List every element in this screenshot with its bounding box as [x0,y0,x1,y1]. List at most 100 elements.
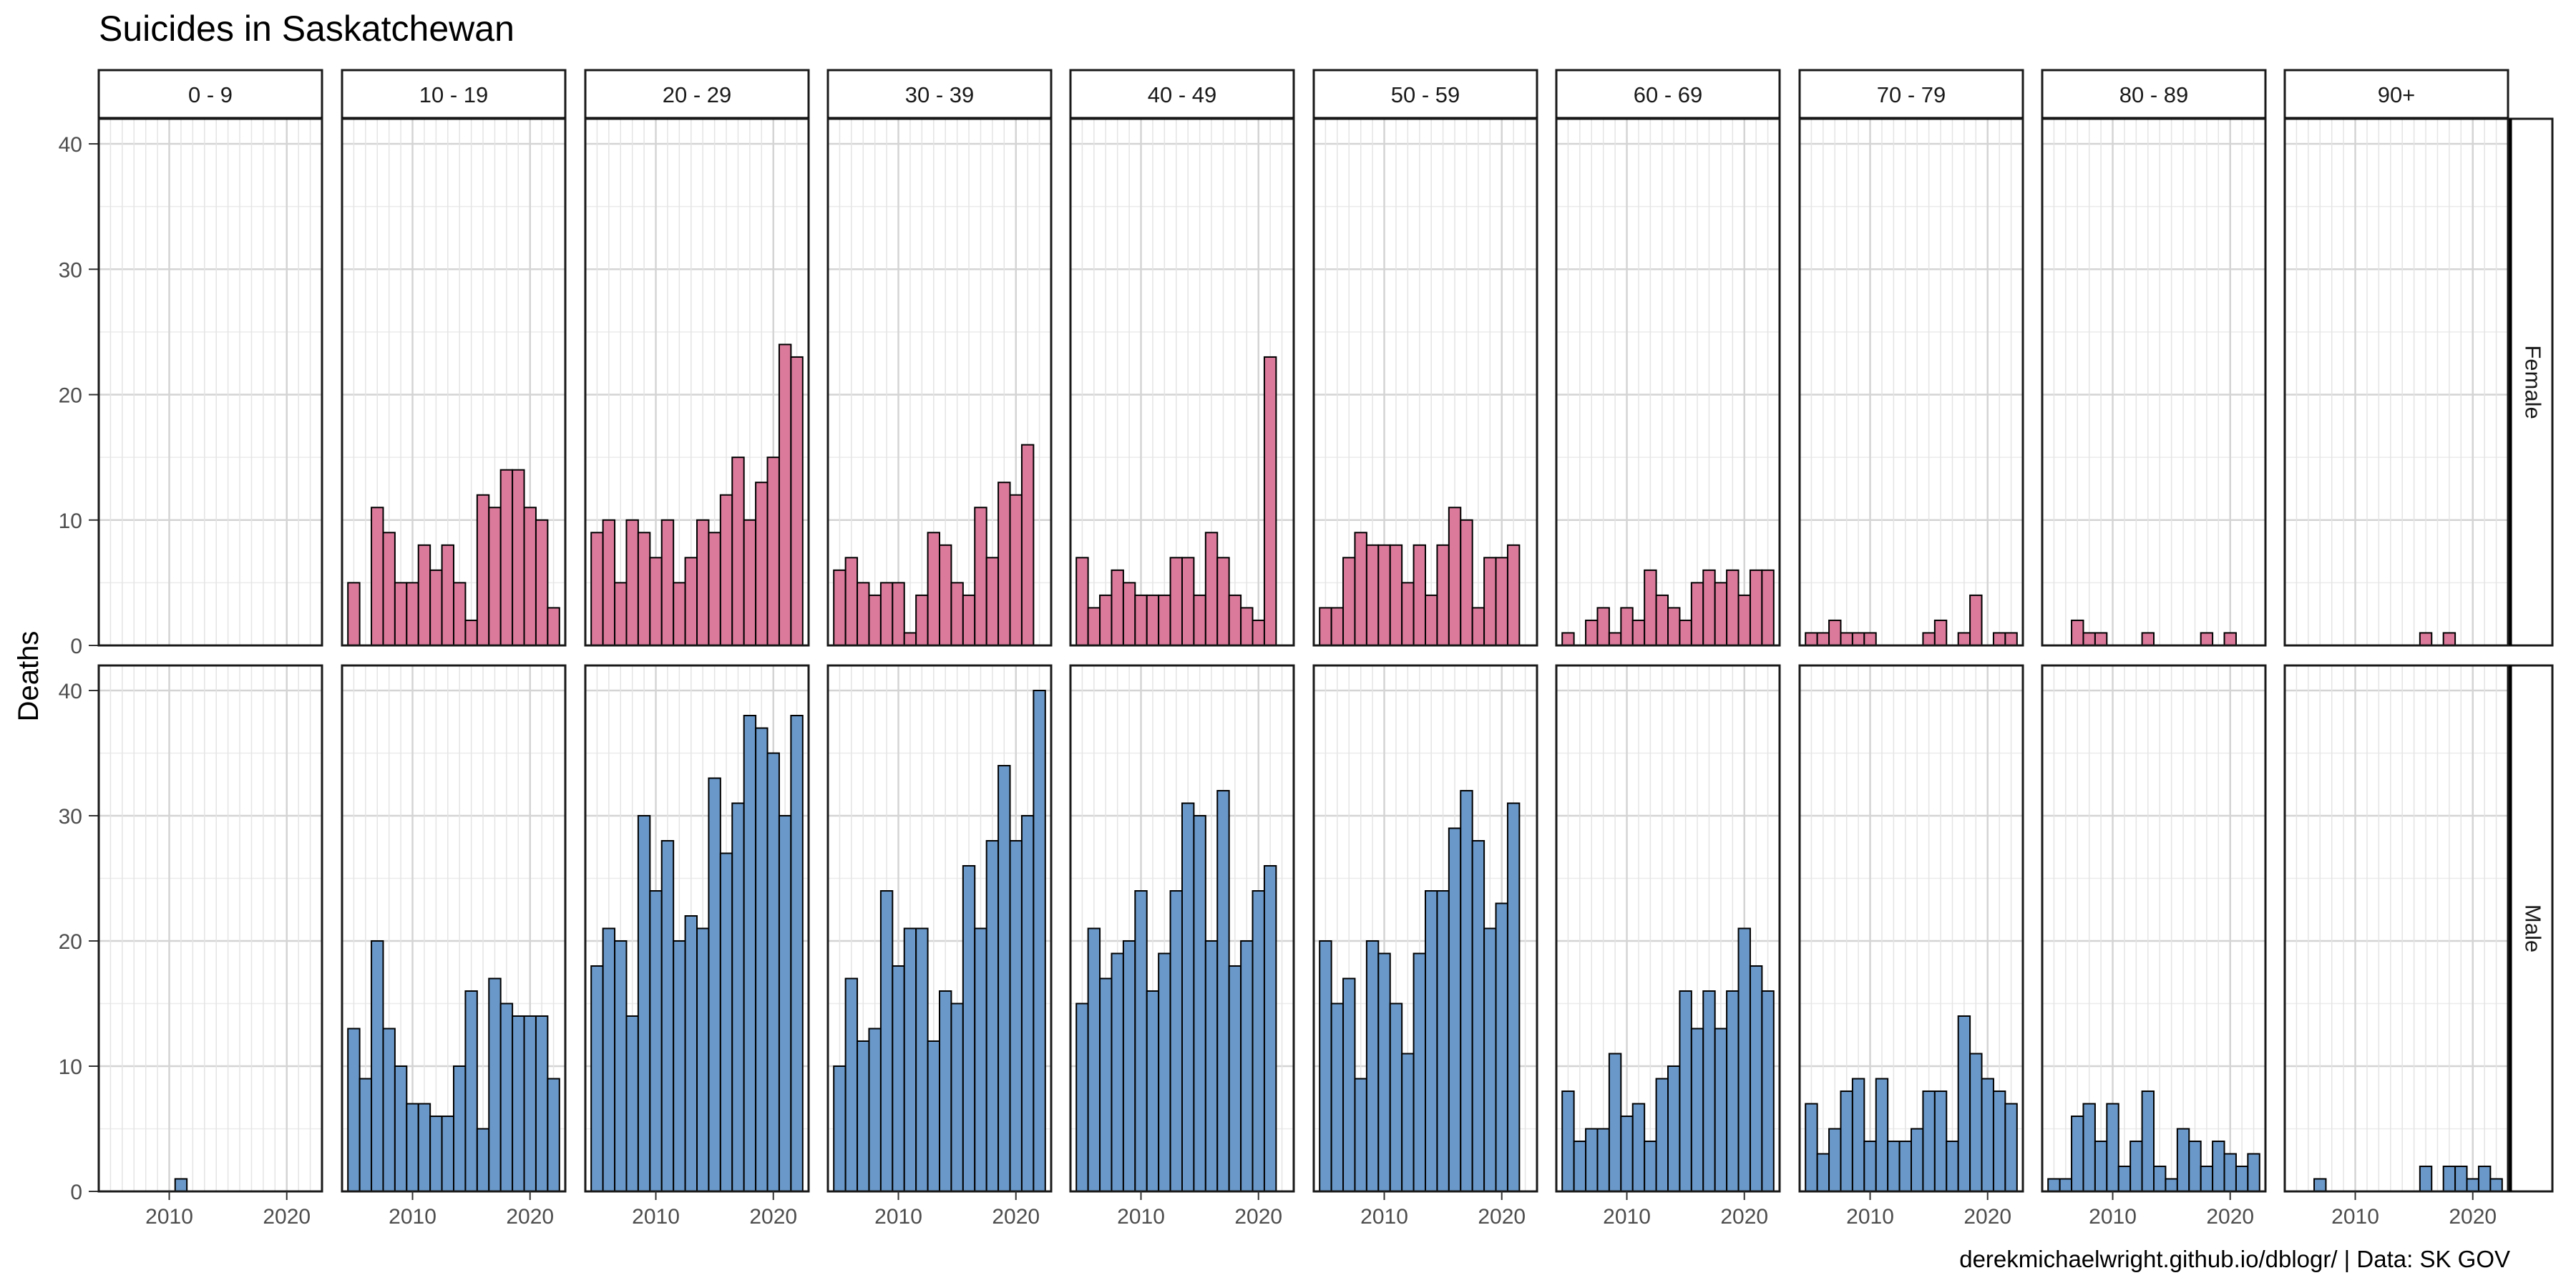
bar [1922,1091,1936,1192]
bar [778,815,792,1192]
bar [857,582,870,647]
bar [1749,965,1763,1192]
bar [1389,1002,1403,1192]
panel-border [584,117,810,647]
bar [1561,632,1575,647]
bar [833,569,847,646]
bar [406,582,419,647]
bar [1644,1141,1657,1192]
y-tick-label: 0 [70,635,82,658]
panel-background [1800,119,2023,645]
bar [868,594,882,647]
panel-background [2285,119,2508,645]
caption: derekmichaelwright.github.io/dblogr/ | D… [1959,1246,2510,1272]
panel-female-3 [826,117,1053,647]
panel-background [99,665,322,1191]
bar [1122,940,1136,1192]
bar [1413,952,1427,1192]
bar [903,927,917,1192]
bar [637,815,651,1192]
bar [535,519,549,646]
bar [719,494,733,647]
bar [2442,632,2457,647]
bar [1726,990,1740,1192]
bar [731,802,745,1192]
panel-background [2042,119,2265,645]
bar [743,715,757,1192]
panel-background [2285,665,2508,1191]
bar [547,607,560,647]
bar [476,494,490,647]
bar [358,1078,373,1192]
bar [1805,1103,1818,1192]
bar [1204,532,1219,646]
bar [2313,1178,2327,1192]
bar [985,840,1000,1192]
strip-label: 20 - 29 [663,82,732,107]
bar [406,1103,419,1192]
strip-70-79: 70 - 79 [1798,69,2024,121]
bar [1365,544,1380,646]
strip-80-89: 80 - 89 [2041,69,2267,121]
bar [547,1078,560,1192]
bar [997,482,1011,647]
bar [1726,569,1740,646]
bar [1828,619,1842,647]
bar [1667,1065,1681,1192]
bar [1365,940,1380,1192]
bar [2419,632,2433,647]
bar [708,532,721,646]
bar [892,582,905,647]
bar [2004,1103,2018,1192]
bar [950,582,964,647]
row-strip-female: Female [2508,117,2554,647]
bar [347,1028,361,1192]
bar [1087,607,1101,647]
bar [1483,927,1497,1192]
bar [1111,952,1124,1192]
bar [1957,1015,1971,1192]
bar [1506,802,1521,1192]
x-tick-label: 2010 [145,1205,193,1229]
strip-label: 80 - 89 [2119,82,2189,107]
bar [1146,990,1160,1192]
bar [1596,607,1610,647]
bar [708,777,721,1192]
bar [523,507,537,646]
x-tick-label: 2010 [874,1205,922,1229]
y-tick-label: 10 [59,1055,82,1079]
bar [1714,582,1728,647]
bar [1193,815,1206,1192]
strip-label: 60 - 69 [1634,82,1703,107]
bar [2419,1166,2433,1192]
panel-border [584,664,810,1193]
bar [1033,690,1046,1192]
bar [962,594,976,647]
bar [731,457,745,647]
bar [2117,1166,2132,1192]
bar [2235,1166,2249,1192]
bar [488,507,502,646]
bar [696,927,710,1192]
panel-border [2283,664,2509,1193]
bar [174,1178,188,1192]
strip-10-19: 10 - 19 [341,69,567,121]
panel-border [1069,117,1295,647]
bar [1228,594,1242,647]
bar [755,482,769,647]
y-tick-label: 0 [70,1181,82,1204]
bar [1354,1078,1367,1192]
panel-border [97,664,323,1193]
panel-male-7 [1798,664,2024,1193]
bar [371,507,384,646]
bar [523,1015,537,1192]
bar [1377,952,1391,1192]
panel-border [1798,664,2024,1193]
panel-male-1 [341,664,567,1193]
x-tick-label: 2020 [749,1205,797,1229]
bar [1863,1141,1877,1192]
bar [1828,1128,1842,1192]
bar [1181,802,1195,1192]
bar [1992,1091,2006,1192]
bar [1690,582,1704,647]
